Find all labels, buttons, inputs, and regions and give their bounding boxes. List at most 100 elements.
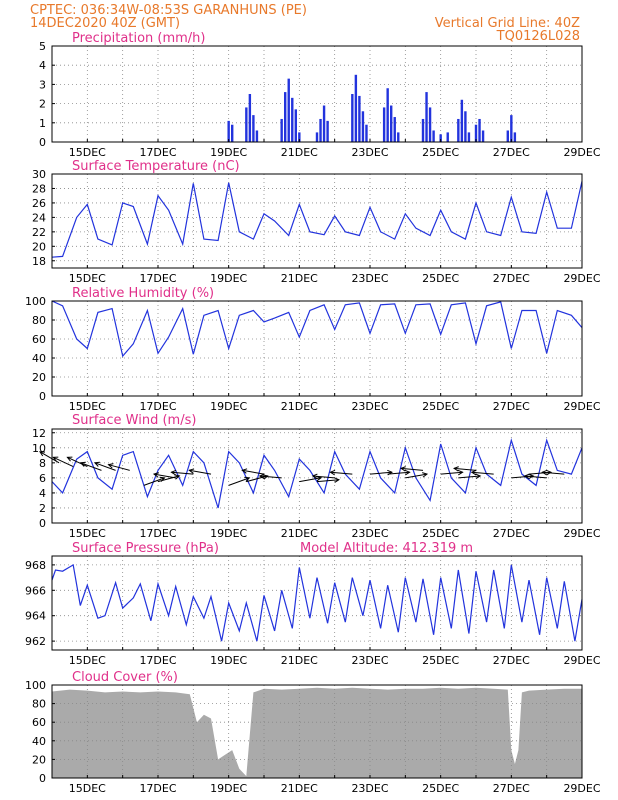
wind-arrow-head <box>422 472 429 478</box>
precip-bar <box>397 132 400 142</box>
wind-arrow-head <box>258 473 265 480</box>
x-tick-label: 23DEC <box>351 400 388 413</box>
y-tick-label: 3 <box>39 78 46 91</box>
x-tick-label: 27DEC <box>493 782 530 795</box>
wind-arrow-shaft <box>330 471 353 475</box>
x-tick-label: 15DEC <box>69 527 106 540</box>
precip-bar <box>351 94 354 142</box>
panel-frame <box>51 428 583 524</box>
wind-arrow-shaft <box>259 475 282 479</box>
y-tick-label: 964 <box>25 610 46 623</box>
precip-bar <box>428 107 432 142</box>
y-tick-label: 100 <box>25 295 46 308</box>
wind-arrow-head <box>523 473 530 480</box>
precip-bar <box>474 124 478 142</box>
wind-arrow-shaft <box>143 477 165 486</box>
wind-arrow-shaft <box>80 462 102 471</box>
cloud-cover-area <box>52 687 582 778</box>
panel-frame <box>51 173 583 269</box>
precip-bar <box>354 74 358 142</box>
y-tick-label: 24 <box>32 211 46 224</box>
y-tick-label: 60 <box>32 333 46 346</box>
x-tick-label: 19DEC <box>210 782 247 795</box>
y-tick-label: 1 <box>39 117 46 130</box>
precip-bar <box>252 115 255 142</box>
wind-arrow-shaft <box>316 479 339 483</box>
series-line <box>51 181 583 258</box>
x-tick-label: 17DEC <box>139 146 176 159</box>
precip-bar <box>231 124 234 142</box>
x-tick-label: 15DEC <box>69 272 106 285</box>
wind-arrow-head <box>457 469 464 476</box>
x-tick-label: 21DEC <box>281 400 318 413</box>
x-tick-label: 25DEC <box>422 654 459 667</box>
header-date: 14DEC2020 40Z (GMT) <box>30 16 180 31</box>
precip-bar <box>386 88 389 142</box>
wind-arrow-shaft <box>458 475 481 479</box>
wind-arrow-shaft <box>67 456 88 468</box>
precip-bar <box>245 107 248 142</box>
wind-arrow-head <box>79 461 86 467</box>
y-tick-label: 28 <box>32 182 46 195</box>
precip-bar <box>358 95 361 142</box>
x-tick-label: 27DEC <box>493 272 530 285</box>
panel-title: Cloud Cover (%) <box>72 670 178 685</box>
y-tick-label: 0 <box>39 772 46 785</box>
wind-arrow-shaft <box>157 475 180 483</box>
x-tick-label: 27DEC <box>493 527 530 540</box>
y-tick-label: 80 <box>32 314 46 327</box>
precip-bar <box>361 111 365 142</box>
wind-arrow-shaft <box>524 475 547 479</box>
series-line <box>51 438 583 509</box>
x-tick-label: 25DEC <box>422 272 459 285</box>
wind-arrow-head <box>39 451 46 457</box>
x-tick-label: 19DEC <box>210 272 247 285</box>
wind-arrow-head <box>241 468 248 474</box>
x-tick-label: 17DEC <box>139 527 176 540</box>
y-tick-label: 0 <box>39 517 46 530</box>
x-tick-label: 29DEC <box>563 654 600 667</box>
wind-arrow-head <box>170 469 177 476</box>
y-tick-label: 6 <box>39 472 46 485</box>
y-tick-label: 80 <box>32 698 46 711</box>
wind-arrow-shaft <box>153 473 176 479</box>
y-tick-label: 18 <box>32 255 46 268</box>
x-tick-label: 19DEC <box>210 146 247 159</box>
header-location: CPTEC: 036:34W-08:53S GARANHUNS (PE) <box>30 3 307 18</box>
panel-frame <box>51 300 583 397</box>
precip-bar <box>365 124 368 142</box>
y-tick-label: 2 <box>39 98 46 111</box>
wind-arrow-head <box>311 473 318 480</box>
wind-arrow-shaft <box>299 477 322 483</box>
precip-bar <box>421 118 425 142</box>
x-tick-label: 23DEC <box>351 272 388 285</box>
wind-arrow-shaft <box>401 467 424 471</box>
wind-arrow-shaft <box>228 477 250 486</box>
wind-arrow-head <box>329 469 336 476</box>
y-tick-label: 60 <box>32 716 46 729</box>
y-tick-label: 10 <box>32 442 46 455</box>
y-tick-label: 30 <box>32 168 46 181</box>
panel-title: Surface Wind (m/s) <box>72 413 196 428</box>
y-tick-label: 20 <box>32 753 46 766</box>
wind-arrow-shaft <box>108 464 130 471</box>
precip-bar <box>446 132 449 142</box>
wind-arrow-head <box>152 472 159 478</box>
x-tick-label: 17DEC <box>139 782 176 795</box>
wind-arrow-shaft <box>387 471 410 475</box>
precip-bar <box>382 107 386 142</box>
x-tick-label: 19DEC <box>210 400 247 413</box>
wind-arrow-head <box>93 461 100 467</box>
panel-frame <box>51 555 583 651</box>
wind-arrow-shaft <box>94 462 116 471</box>
y-tick-label: 20 <box>32 240 46 253</box>
wind-arrow-shaft <box>189 469 212 475</box>
y-tick-label: 8 <box>39 457 46 470</box>
x-tick-label: 23DEC <box>351 654 388 667</box>
x-tick-label: 29DEC <box>563 527 600 540</box>
precip-bar <box>255 130 259 142</box>
y-tick-label: 0 <box>39 390 46 403</box>
precip-bar <box>280 118 283 142</box>
wind-arrow-shaft <box>369 471 392 475</box>
